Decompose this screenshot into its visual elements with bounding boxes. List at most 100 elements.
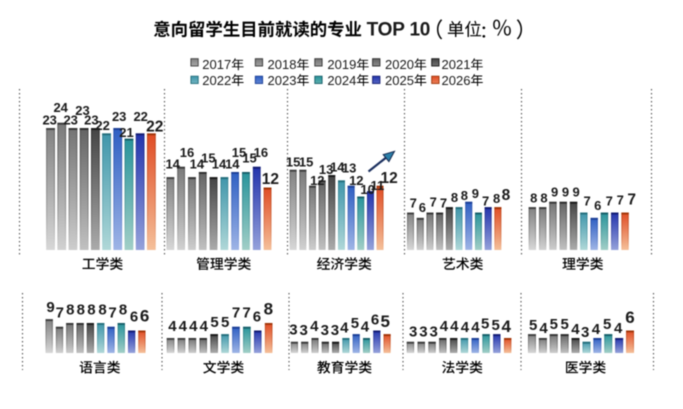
svg-text:8: 8	[66, 302, 74, 319]
svg-text:8: 8	[530, 191, 537, 206]
svg-text:7: 7	[108, 304, 116, 321]
svg-text:14: 14	[225, 157, 240, 172]
svg-text:4: 4	[310, 318, 319, 335]
svg-text:6: 6	[419, 200, 426, 215]
svg-text:7: 7	[56, 304, 64, 321]
svg-text:4: 4	[189, 318, 198, 335]
svg-text:3: 3	[419, 324, 427, 341]
svg-text:3: 3	[430, 324, 438, 341]
svg-text:4: 4	[179, 318, 188, 335]
svg-text:5: 5	[492, 317, 500, 334]
svg-text:5: 5	[550, 316, 558, 333]
svg-text:3: 3	[321, 322, 329, 339]
svg-text:23: 23	[75, 103, 89, 118]
svg-text:4: 4	[361, 319, 370, 336]
svg-text:6: 6	[253, 308, 261, 325]
svg-text:8: 8	[77, 302, 85, 319]
svg-text:16: 16	[254, 145, 268, 160]
svg-text:23: 23	[112, 109, 126, 124]
svg-text:8: 8	[493, 191, 500, 206]
svg-text:3: 3	[331, 322, 339, 339]
svg-text:5: 5	[603, 316, 611, 333]
svg-text:5: 5	[221, 314, 229, 331]
svg-text:7: 7	[627, 192, 636, 209]
svg-text:15: 15	[286, 154, 300, 169]
svg-text:6: 6	[140, 307, 149, 326]
svg-text:7: 7	[242, 305, 250, 322]
svg-text:3: 3	[409, 324, 417, 341]
svg-text:5: 5	[380, 312, 389, 331]
svg-text:2020: 2020	[385, 57, 414, 72]
svg-text:8: 8	[119, 302, 127, 319]
svg-text:2022: 2022	[202, 73, 231, 88]
svg-text:6: 6	[594, 198, 601, 213]
svg-text:16: 16	[180, 145, 194, 160]
svg-text:22: 22	[95, 118, 109, 133]
svg-text:14: 14	[330, 159, 345, 174]
svg-text:12: 12	[262, 171, 279, 188]
svg-text:4: 4	[200, 318, 209, 335]
svg-text:2018: 2018	[268, 57, 297, 72]
svg-text:22: 22	[146, 119, 163, 136]
svg-text:2024: 2024	[327, 73, 356, 88]
svg-text:11: 11	[371, 178, 385, 193]
svg-text:14: 14	[212, 157, 227, 172]
svg-text:6: 6	[625, 308, 634, 327]
svg-text:12: 12	[380, 170, 397, 187]
svg-text:22: 22	[133, 109, 147, 124]
svg-text:4: 4	[501, 317, 511, 336]
svg-text:21: 21	[119, 125, 133, 140]
svg-text:9: 9	[551, 184, 558, 199]
svg-text:8: 8	[502, 187, 511, 204]
svg-text:4: 4	[440, 318, 449, 335]
svg-text:24: 24	[53, 100, 68, 115]
svg-text:4: 4	[450, 318, 459, 335]
svg-text:15: 15	[201, 151, 215, 166]
svg-text:7: 7	[617, 193, 624, 208]
svg-text:4: 4	[592, 321, 601, 338]
svg-text:2025: 2025	[385, 73, 414, 88]
svg-text:3: 3	[581, 324, 589, 341]
svg-text:8: 8	[461, 188, 468, 203]
svg-text:2021: 2021	[442, 57, 471, 72]
svg-text:4: 4	[461, 319, 470, 336]
svg-text:13: 13	[342, 160, 356, 175]
svg-text:23: 23	[42, 113, 56, 128]
svg-text:23: 23	[63, 113, 77, 128]
svg-text:2019: 2019	[327, 57, 356, 72]
svg-text:2026: 2026	[442, 73, 471, 88]
svg-text:8: 8	[264, 300, 273, 319]
svg-text:7: 7	[430, 195, 437, 210]
svg-text:5: 5	[529, 317, 537, 334]
svg-text:7: 7	[440, 195, 447, 210]
svg-text:8: 8	[451, 190, 458, 205]
svg-text:9: 9	[46, 299, 54, 316]
svg-text:12: 12	[310, 173, 324, 188]
svg-text:12: 12	[349, 173, 363, 188]
svg-text:23: 23	[84, 113, 98, 128]
svg-text:13: 13	[319, 162, 333, 177]
svg-text:3: 3	[289, 321, 297, 338]
svg-text:15: 15	[242, 151, 256, 166]
svg-text:4: 4	[168, 318, 177, 335]
svg-text:5: 5	[351, 315, 359, 332]
svg-text:7: 7	[232, 305, 240, 322]
svg-text:5: 5	[210, 314, 218, 331]
svg-text:15: 15	[232, 145, 246, 160]
svg-text:5: 5	[561, 316, 569, 333]
svg-text:15: 15	[299, 154, 313, 169]
svg-text:4: 4	[471, 319, 480, 336]
svg-text:6: 6	[371, 312, 379, 329]
svg-text:2017: 2017	[202, 57, 231, 72]
svg-text:8: 8	[98, 302, 106, 319]
svg-text:9: 9	[562, 184, 569, 199]
svg-text:4: 4	[340, 320, 349, 337]
svg-text:14: 14	[165, 157, 180, 172]
svg-text:4: 4	[614, 320, 623, 337]
svg-text:14: 14	[190, 157, 205, 172]
svg-text:8: 8	[87, 302, 95, 319]
svg-text:5: 5	[481, 315, 489, 332]
svg-text:2023: 2023	[268, 73, 297, 88]
svg-text:6: 6	[130, 309, 138, 326]
svg-text:8: 8	[540, 191, 547, 206]
